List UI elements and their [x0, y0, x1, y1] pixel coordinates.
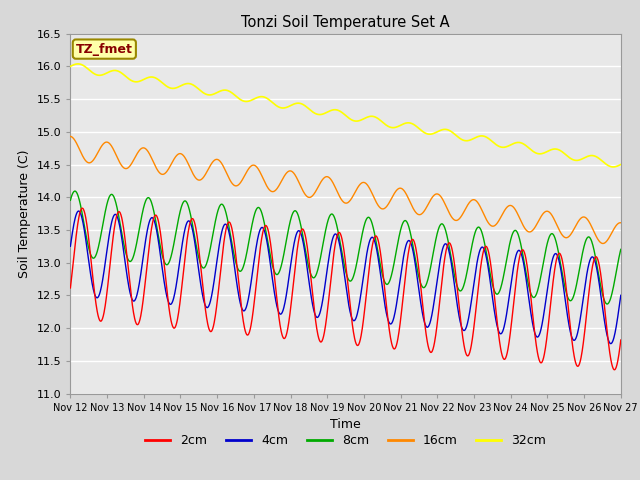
X-axis label: Time: Time: [330, 418, 361, 431]
Text: TZ_fmet: TZ_fmet: [76, 43, 132, 56]
Legend: 2cm, 4cm, 8cm, 16cm, 32cm: 2cm, 4cm, 8cm, 16cm, 32cm: [140, 429, 551, 452]
Title: Tonzi Soil Temperature Set A: Tonzi Soil Temperature Set A: [241, 15, 450, 30]
Y-axis label: Soil Temperature (C): Soil Temperature (C): [18, 149, 31, 278]
